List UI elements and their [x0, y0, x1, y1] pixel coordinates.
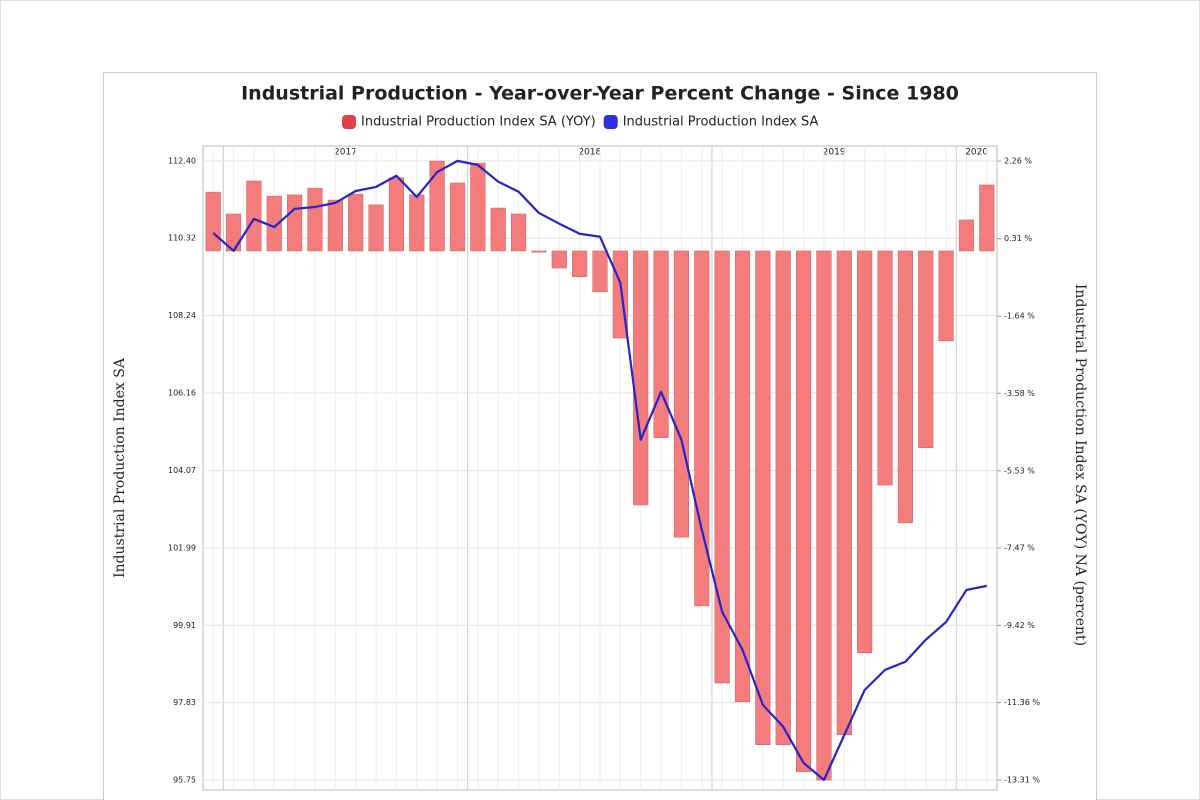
bar: [307, 187, 323, 252]
y-tick-label: 112.40: [168, 156, 196, 165]
y2-tick-label: -11.36 %: [1004, 698, 1040, 707]
bar: [938, 250, 954, 342]
y2-tick-label: 0.31 %: [1004, 234, 1032, 243]
chart-title: Industrial Production - Year-over-Year P…: [241, 83, 959, 105]
bar: [551, 250, 567, 269]
bar: [531, 250, 547, 253]
y-tick-label: 97.83: [173, 698, 196, 707]
legend-swatch: [342, 115, 356, 129]
bar: [409, 194, 425, 252]
bar: [287, 194, 303, 252]
bar: [653, 250, 669, 439]
x-group-label: 2019: [823, 148, 846, 158]
bar: [246, 180, 262, 252]
legend-swatch: [603, 115, 618, 129]
bar: [592, 250, 608, 293]
bar: [816, 250, 832, 781]
line: [212, 159, 988, 782]
x-group-label: 2017: [334, 148, 357, 158]
y2-tick-label: -3.58 %: [1004, 389, 1035, 398]
legend-label: Industrial Production Index SA: [623, 115, 819, 130]
bar: [836, 250, 852, 735]
y2-axis-label: Industrial Production Index SA (YOY) NA …: [1072, 284, 1088, 646]
y2-tick-label: -7.47 %: [1004, 543, 1035, 552]
bar: [857, 250, 873, 654]
y2-tick-label: -5.53 %: [1004, 466, 1035, 475]
y-tick-label: 110.32: [168, 234, 196, 243]
bar: [490, 207, 506, 252]
bar: [327, 199, 343, 252]
bar: [775, 250, 791, 745]
bar: [714, 250, 730, 684]
bar: [510, 213, 527, 252]
x-group-label: 2020: [965, 148, 988, 158]
bar: [368, 204, 384, 252]
y2-tick-label: -13.31 %: [1004, 776, 1040, 785]
bar: [572, 250, 588, 278]
bar: [897, 250, 913, 524]
bar: [979, 184, 995, 252]
bar: [205, 191, 221, 252]
y-axis-label: Industrial Production Index SA: [112, 357, 128, 578]
y-tick-label: 99.91: [173, 621, 196, 630]
bar: [755, 250, 771, 745]
bar: [388, 177, 404, 252]
bar: [796, 250, 812, 772]
y2-tick-label: -1.64 %: [1004, 312, 1035, 321]
bar: [633, 250, 649, 506]
bar: [918, 250, 934, 448]
bar: [958, 219, 975, 252]
y-tick-label: 106.16: [168, 388, 196, 397]
legend-label: Industrial Production Index SA (YOY): [361, 115, 596, 130]
y-tick-label: 104.07: [168, 466, 196, 475]
y-tick-label: 101.99: [168, 543, 196, 552]
bar: [734, 250, 751, 702]
x-group-label: 2018: [578, 148, 601, 158]
y-tick-label: 108.24: [168, 311, 196, 320]
bar: [673, 250, 690, 538]
y2-tick-label: 2.26 %: [1004, 157, 1032, 166]
bar: [348, 193, 364, 252]
bar: [470, 162, 486, 252]
y-tick-label: 95.75: [173, 775, 196, 784]
y2-tick-label: -9.42 %: [1004, 621, 1035, 630]
bar: [429, 160, 445, 252]
bar: [877, 250, 893, 486]
bar: [449, 182, 466, 252]
